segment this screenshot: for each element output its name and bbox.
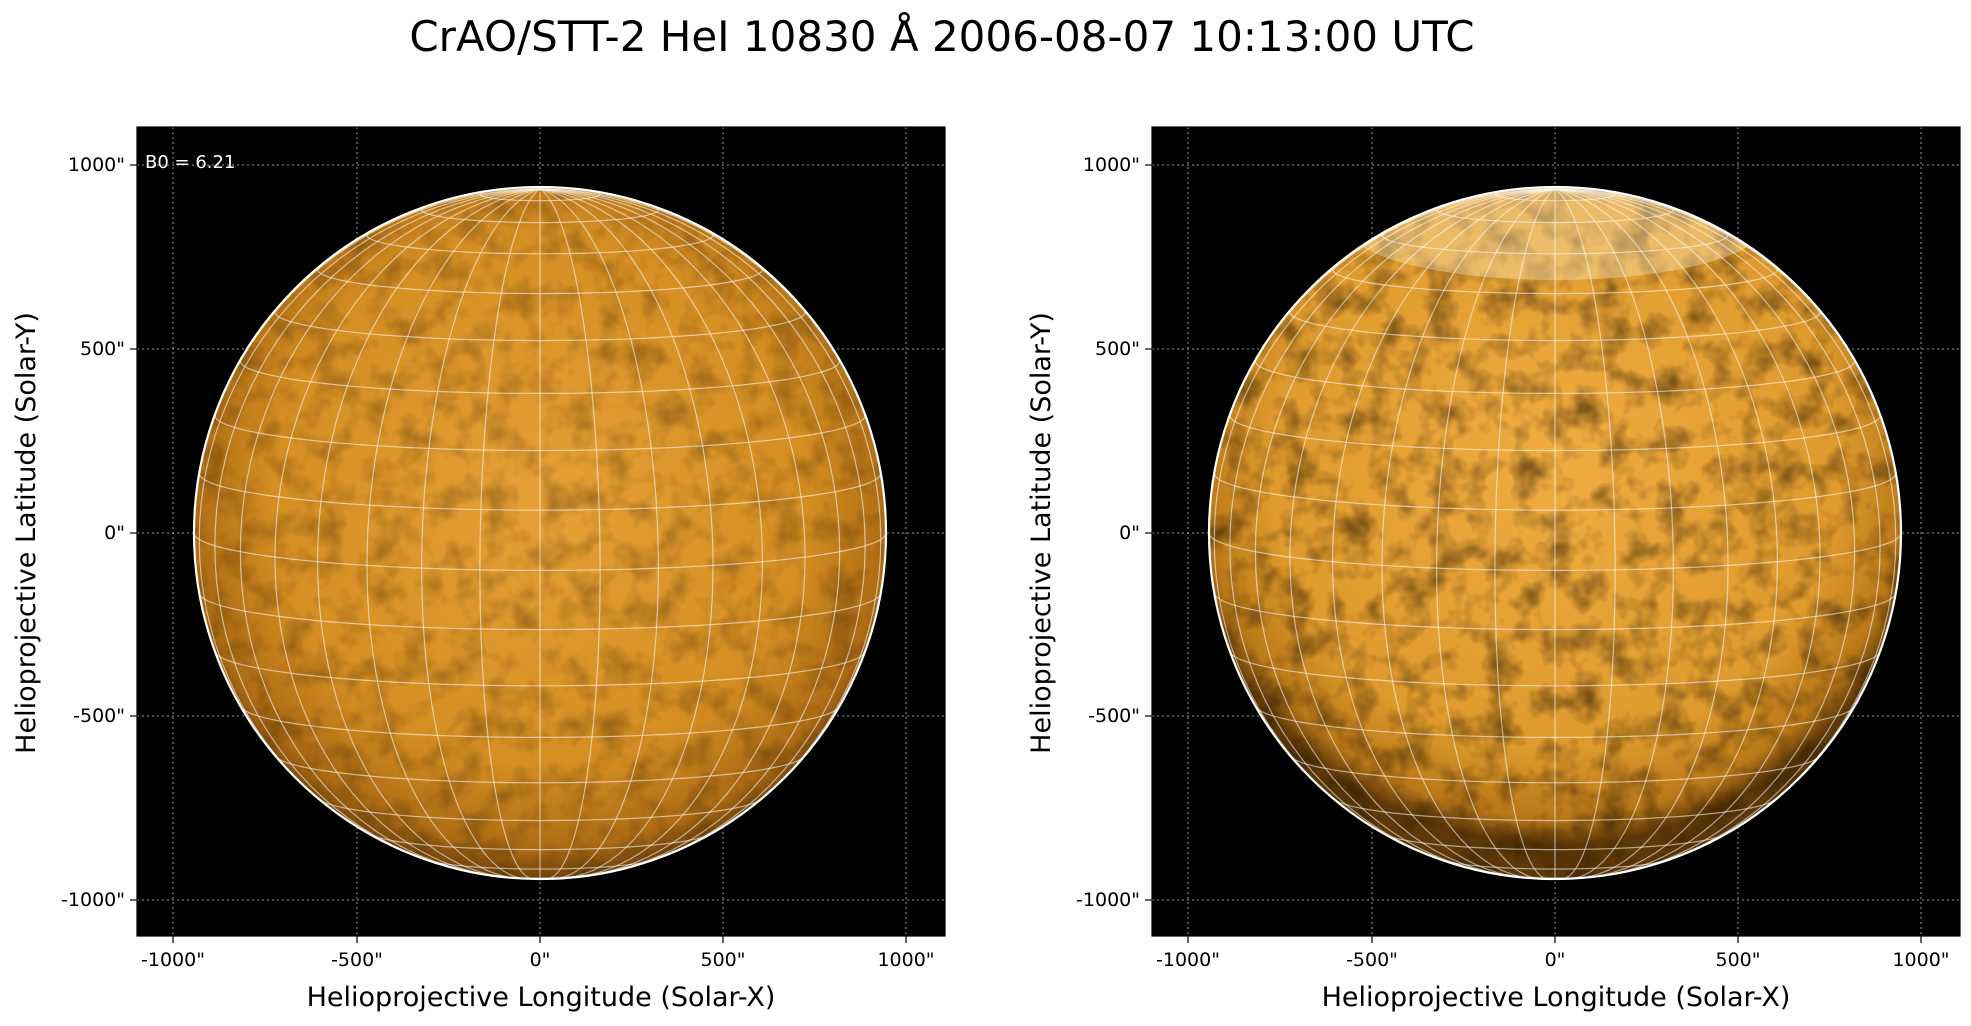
longitude-line — [1554, 188, 1616, 879]
x-tick-label: -500" — [1346, 949, 1398, 971]
longitude-line — [539, 188, 714, 879]
x-tick-label: 500" — [700, 949, 745, 971]
plot-frame-right — [1151, 126, 1961, 937]
longitude-line — [539, 188, 866, 865]
x-axis-label-left: Helioprojective Longitude (Solar-X) — [307, 982, 776, 1013]
longitude-line — [1494, 188, 1556, 879]
x-tick-label: 0" — [1545, 949, 1566, 971]
x-tick-label: 1000" — [1892, 949, 1949, 971]
longitude-line — [1436, 188, 1556, 879]
longitude-line — [274, 188, 541, 876]
longitude-line — [316, 188, 541, 878]
solar-limb-right — [1207, 185, 1903, 881]
y-tick-label: -500" — [73, 705, 125, 727]
longitude-line — [1554, 188, 1856, 871]
y-axis-label-right: Helioprojective Latitude (Solar-Y) — [1026, 312, 1057, 754]
figure-title: CrAO/STT-2 HeI 10830 Å 2006-08-07 10:13:… — [409, 12, 1475, 61]
x-tick-label: -1000" — [1156, 949, 1220, 971]
x-tick-label: 500" — [1715, 949, 1760, 971]
heliographic-grid-left — [194, 188, 886, 879]
longitude-line — [198, 188, 541, 826]
longitude-line — [1554, 188, 1674, 879]
longitude-line — [1554, 188, 1897, 826]
x-axis-label-right: Helioprojective Longitude (Solar-X) — [1322, 982, 1791, 1013]
longitude-line — [539, 188, 601, 879]
longitude-line — [539, 188, 764, 878]
y-ticks-right — [1145, 164, 1152, 901]
longitude-line — [1381, 188, 1556, 879]
longitude-line — [539, 188, 806, 876]
longitude-line — [1254, 188, 1556, 871]
x-tick-label: 1000" — [877, 949, 934, 971]
solar-limb-left — [192, 185, 888, 881]
y-tick-label: 1000" — [1083, 154, 1140, 176]
y-axis-label-left: Helioprojective Latitude (Solar-Y) — [11, 312, 42, 754]
longitude-line — [1554, 188, 1821, 876]
longitude-line — [1554, 188, 1729, 879]
y-ticks-left — [130, 164, 137, 901]
longitude-line — [214, 188, 541, 865]
longitude-line — [1554, 188, 1779, 878]
y-tick-label: 500" — [80, 338, 125, 360]
longitude-line — [479, 188, 541, 879]
longitude-line — [239, 188, 541, 871]
longitude-line — [1554, 188, 1881, 865]
longitude-line — [366, 188, 541, 879]
longitude-line — [539, 188, 659, 879]
y-tick-label: -1000" — [61, 889, 125, 911]
x-tick-label: -500" — [331, 949, 383, 971]
x-tick-label: -1000" — [141, 949, 205, 971]
y-tick-label: -1000" — [1076, 889, 1140, 911]
x-ticks-left — [172, 936, 907, 943]
heliographic-grid-right — [1209, 188, 1901, 879]
y-tick-label: 0" — [1119, 522, 1140, 544]
y-tick-label: 1000" — [68, 154, 125, 176]
x-ticks-right — [1187, 936, 1922, 943]
panel-left: B0 = 6.21 1000" 500" 0" -500" -1000" -10… — [11, 126, 946, 1013]
b0-annotation: B0 = 6.21 — [145, 152, 235, 173]
longitude-line — [1289, 188, 1556, 876]
plot-frame-left — [136, 126, 946, 937]
y-tick-label: 500" — [1095, 338, 1140, 360]
longitude-line — [421, 188, 541, 879]
longitude-line — [1331, 188, 1556, 878]
longitude-line — [1229, 188, 1556, 865]
longitude-line — [539, 188, 882, 826]
panel-right: 1000" 500" 0" -500" -1000" -1000" -500" … — [1026, 126, 1961, 1013]
y-tick-label: -500" — [1088, 705, 1140, 727]
longitude-line — [1213, 188, 1556, 826]
longitude-line — [539, 188, 841, 871]
x-tick-label: 0" — [530, 949, 551, 971]
y-tick-label: 0" — [104, 522, 125, 544]
